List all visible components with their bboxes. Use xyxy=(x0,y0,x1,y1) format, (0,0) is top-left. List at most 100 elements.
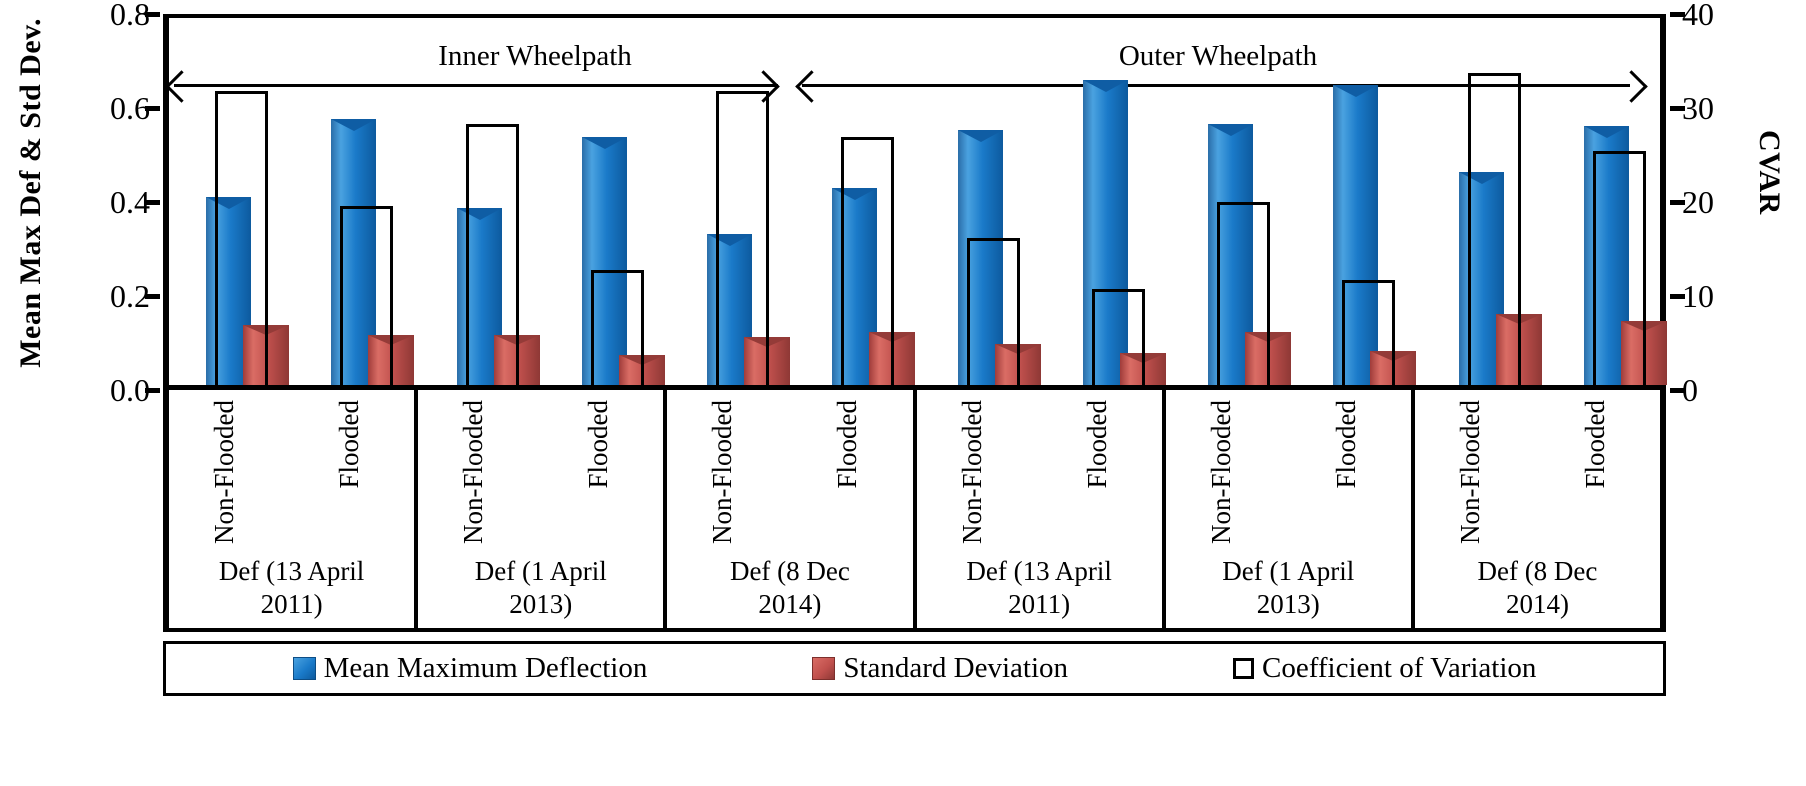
category-label: Non-Flooded xyxy=(458,400,489,544)
legend-label: Standard Deviation xyxy=(843,652,1069,684)
legend-item-cvar: Coefficient of Variation xyxy=(1233,652,1536,685)
mean-max-deflection-bar xyxy=(957,130,1003,385)
plot-area xyxy=(163,14,1667,390)
category-cell xyxy=(1547,18,1672,385)
inner-wheelpath-label: Inner Wheelpath xyxy=(438,40,632,72)
group-date-line1: Def (8 Dec xyxy=(1477,556,1598,587)
right-axis-tick-label: 0 xyxy=(1682,372,1698,408)
category-cell xyxy=(1296,18,1421,385)
mean-max-deflection-bar xyxy=(1082,79,1128,385)
legend-swatch-mean_max_deflection-icon xyxy=(292,657,316,680)
group-date-line1: Def (1 April xyxy=(1222,556,1355,587)
coefficient-of-variation-bar xyxy=(966,238,1020,385)
coefficient-of-variation-bar xyxy=(465,123,519,385)
category-label: Flooded xyxy=(583,400,614,489)
right-axis-tick xyxy=(1670,293,1685,299)
mean-max-deflection-bar xyxy=(581,137,627,385)
coefficient-of-variation-bar xyxy=(1467,73,1521,385)
coefficient-of-variation-bar xyxy=(1217,201,1270,385)
group-date-label: Def (8 Dec 2014) xyxy=(667,555,912,620)
category-cell xyxy=(420,18,545,385)
category-label: Flooded xyxy=(1330,400,1361,489)
left-axis-tick xyxy=(145,387,160,393)
category-cell xyxy=(670,18,795,385)
date-group-box: Non-Flooded Flooded Def (13 April 2011) xyxy=(169,390,419,628)
group-date-line2: 2011) xyxy=(1008,588,1071,619)
mean-max-deflection-bar xyxy=(1333,84,1379,385)
date-group-box: Non-Flooded Flooded Def (8 Dec 2014) xyxy=(1415,390,1660,628)
coefficient-of-variation-bar xyxy=(1592,151,1646,385)
group-date-line2: 2011) xyxy=(260,588,323,619)
coefficient-of-variation-bar xyxy=(340,206,394,385)
right-axis-tick xyxy=(1670,11,1685,17)
coefficient-of-variation-bar xyxy=(590,270,644,385)
right-axis-title: CVAR xyxy=(1753,130,1786,215)
group-date-line1: Def (13 April xyxy=(218,556,365,587)
left-axis-tick-label: 0.0 xyxy=(110,372,150,408)
legend-swatch-std_deviation-icon xyxy=(812,657,836,680)
coefficient-of-variation-bar xyxy=(1342,279,1396,385)
coefficient-of-variation-bar xyxy=(215,91,268,385)
coefficient-of-variation-bar xyxy=(1091,288,1145,385)
left-axis-tick xyxy=(145,105,160,111)
group-date-line2: 2014) xyxy=(758,588,822,619)
inner-wheelpath-arrow xyxy=(174,84,778,87)
x-axis-area: Non-Flooded Flooded Def (13 April 2011) Non-… xyxy=(163,390,1666,632)
category-label: Flooded xyxy=(832,400,863,489)
group-date-line2: 2014) xyxy=(1505,588,1569,619)
date-group-box: Non-Flooded Flooded Def (8 Dec 2014) xyxy=(667,390,917,628)
legend-item-mean_max_deflection: Mean Maximum Deflection xyxy=(292,652,648,685)
right-axis-tick-label: 20 xyxy=(1682,184,1714,220)
right-axis-tick-label: 30 xyxy=(1682,90,1714,126)
category-label: Flooded xyxy=(334,400,364,489)
left-axis-tick-label: 0.2 xyxy=(110,278,150,314)
left-axis-tick-label: 0.4 xyxy=(110,184,150,220)
outer-wheelpath-label: Outer Wheelpath xyxy=(1118,40,1318,72)
group-date-label: Def (1 April 2013) xyxy=(1166,555,1411,620)
category-label: Non-Flooded xyxy=(209,400,239,544)
category-cell xyxy=(921,18,1046,385)
category-cell xyxy=(169,18,294,385)
category-cell xyxy=(294,18,419,385)
legend-label: Mean Maximum Deflection xyxy=(323,652,648,684)
group-date-label: Def (1 April 2013) xyxy=(418,555,663,620)
group-date-line2: 2013) xyxy=(1256,588,1320,619)
coefficient-of-variation-bar xyxy=(841,137,895,385)
group-date-label: Def (8 Dec 2014) xyxy=(1415,555,1660,620)
category-label: Flooded xyxy=(1081,400,1112,489)
category-label: Non-Flooded xyxy=(956,400,987,544)
group-date-line2: 2013) xyxy=(509,588,573,619)
left-axis-tick xyxy=(145,293,160,299)
group-date-line1: Def (13 April xyxy=(966,556,1112,587)
date-group-box: Non-Flooded Flooded Def (13 April 2011) xyxy=(917,390,1166,628)
left-axis-tick xyxy=(145,11,160,17)
legend-item-std_deviation: Standard Deviation xyxy=(812,652,1068,685)
coefficient-of-variation-bar xyxy=(716,91,769,385)
legend-label: Coefficient of Variation xyxy=(1262,652,1537,684)
category-cell xyxy=(795,18,920,385)
group-date-line1: Def (1 April xyxy=(474,556,607,587)
category-label: Non-Flooded xyxy=(1454,400,1485,544)
date-group-box: Non-Flooded Flooded Def (1 April 2013) xyxy=(418,390,668,628)
category-cell xyxy=(1046,18,1171,385)
right-axis-tick xyxy=(1670,387,1685,393)
category-label: Non-Flooded xyxy=(707,400,738,544)
left-axis-tick-label: 0.6 xyxy=(110,90,150,126)
right-axis-tick-label: 40 xyxy=(1682,0,1714,32)
group-date-label: Def (13 April 2011) xyxy=(169,555,414,620)
right-axis-tick xyxy=(1670,105,1685,111)
legend-swatch-cvar-icon xyxy=(1233,658,1255,679)
date-group-box: Non-Flooded Flooded Def (1 April 2013) xyxy=(1166,390,1415,628)
group-date-label: Def (13 April 2011) xyxy=(917,555,1162,620)
legend: Mean Maximum Deflection Standard Deviatio… xyxy=(163,641,1666,696)
outer-wheelpath-arrow xyxy=(802,84,1630,87)
left-axis-tick xyxy=(145,199,160,205)
category-cell xyxy=(545,18,670,385)
category-cell xyxy=(1422,18,1547,385)
category-cell xyxy=(1171,18,1296,385)
right-axis-tick xyxy=(1670,199,1685,205)
group-date-line1: Def (8 Dec xyxy=(729,556,850,587)
right-axis-tick-label: 10 xyxy=(1682,278,1714,314)
left-axis-tick-label: 0.8 xyxy=(110,0,150,32)
